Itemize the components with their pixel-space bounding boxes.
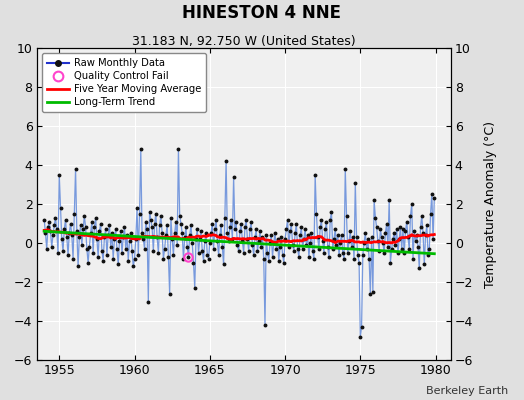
Title: 31.183 N, 92.750 W (United States): 31.183 N, 92.750 W (United States)	[132, 35, 355, 48]
Text: HINESTON 4 NNE: HINESTON 4 NNE	[182, 4, 342, 22]
Legend: Raw Monthly Data, Quality Control Fail, Five Year Moving Average, Long-Term Tren: Raw Monthly Data, Quality Control Fail, …	[42, 53, 206, 112]
Y-axis label: Temperature Anomaly (°C): Temperature Anomaly (°C)	[484, 120, 497, 288]
Text: Berkeley Earth: Berkeley Earth	[426, 386, 508, 396]
